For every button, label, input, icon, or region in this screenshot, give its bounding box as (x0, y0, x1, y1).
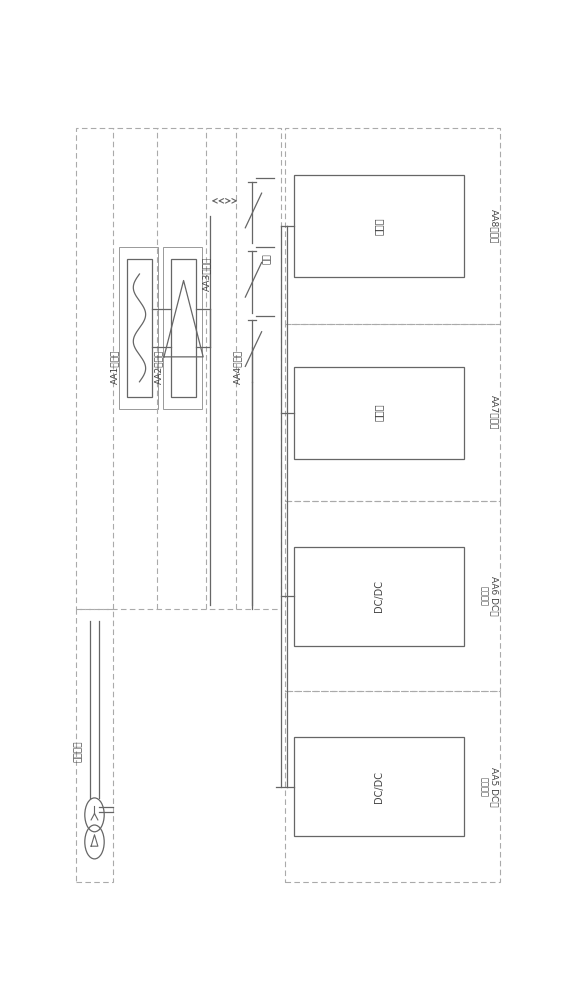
Text: 备用: 备用 (263, 253, 272, 264)
Text: 变压器室: 变压器室 (73, 741, 83, 762)
Text: AA2整流柜: AA2整流柜 (154, 349, 163, 384)
Text: 控制柜: 控制柜 (374, 217, 384, 235)
Text: AA1滤波柜: AA1滤波柜 (110, 349, 119, 384)
Bar (294, 175, 464, 277)
Bar (119, 247, 158, 409)
Bar (285, 691, 500, 882)
Text: AA4出线柜: AA4出线柜 (233, 349, 242, 384)
Bar (285, 324, 500, 501)
Text: AA6 DC柜: AA6 DC柜 (490, 576, 499, 616)
Text: DC/DC: DC/DC (374, 580, 384, 612)
Text: 切换柜: 切换柜 (374, 404, 384, 421)
Bar (127, 259, 152, 397)
Bar (163, 247, 201, 409)
Bar (285, 128, 500, 324)
Text: AA8控制柜: AA8控制柜 (490, 209, 499, 243)
Bar (294, 367, 464, 459)
Text: 至充电桨: 至充电桨 (479, 586, 488, 606)
Bar (285, 501, 500, 691)
Text: AA7切换柜: AA7切换柜 (490, 395, 499, 430)
Bar (294, 547, 464, 646)
Bar (76, 609, 113, 882)
Bar (76, 128, 281, 609)
Text: AA3连线柜: AA3连线柜 (203, 257, 212, 291)
Text: 至充电桩: 至充电桩 (479, 777, 488, 797)
Text: AA5 DC柜: AA5 DC柜 (490, 767, 499, 807)
Bar (294, 737, 464, 836)
Text: DC/DC: DC/DC (374, 771, 384, 803)
Bar (171, 259, 196, 397)
